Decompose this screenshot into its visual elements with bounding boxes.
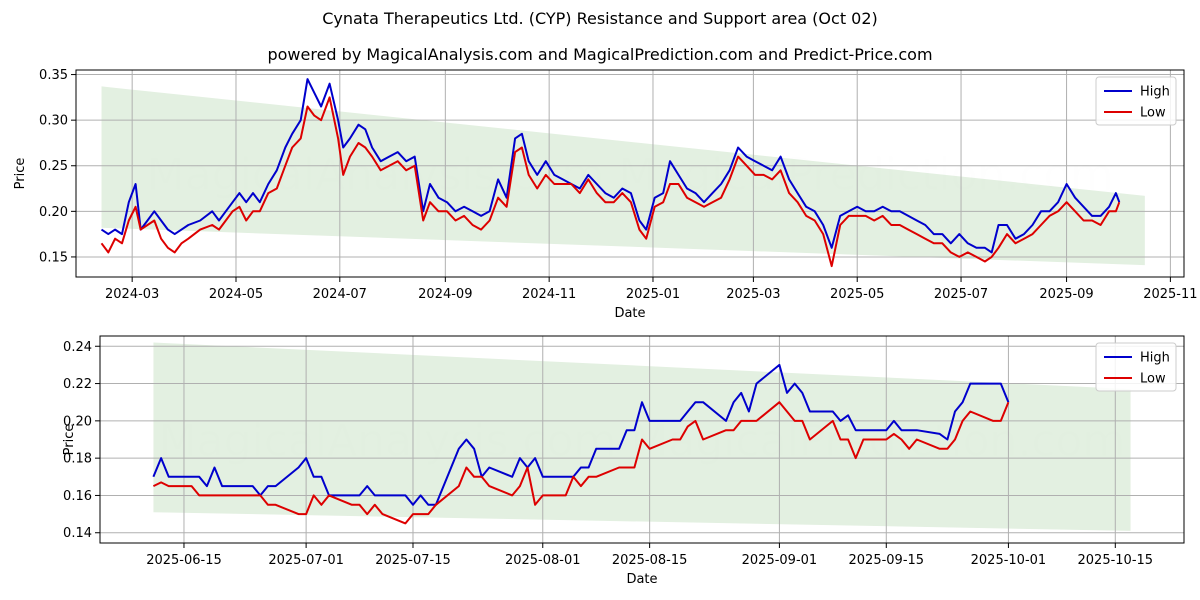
x-tick-label: 2025-08-01 — [505, 553, 581, 568]
series-line-high — [152, 363, 1010, 506]
x-tick-label: 2025-05 — [830, 287, 884, 302]
y-tick-label: 0.20 — [63, 414, 92, 429]
x-tick-label: 2024-05 — [209, 287, 263, 302]
x-tick-label: 2024-09 — [418, 287, 472, 302]
x-tick-label: 2025-09-01 — [742, 553, 818, 568]
chart-title: Cynata Therapeutics Ltd. (CYP) Resistanc… — [322, 9, 878, 28]
series-line-low — [100, 96, 1121, 268]
legend-label: Low — [1140, 106, 1166, 121]
x-tick-label: 2025-07-01 — [268, 553, 344, 568]
series-line-high — [100, 78, 1121, 254]
y-tick-label: 0.24 — [63, 340, 92, 355]
chart-subtitle: powered by MagicalAnalysis.com and Magic… — [267, 45, 933, 64]
y-tick-label: 0.35 — [39, 68, 68, 83]
x-tick-label: 2025-07 — [934, 287, 988, 302]
y-tick-label: 0.30 — [39, 114, 68, 129]
support-resistance-band — [101, 86, 1145, 266]
x-tick-label: 2025-03 — [726, 287, 780, 302]
x-tick-label: 2025-09 — [1039, 287, 1093, 302]
x-tick-label: 2025-06-15 — [146, 553, 222, 568]
plot-frame — [75, 69, 1185, 278]
x-tick-label: 2024-03 — [105, 287, 159, 302]
y-tick-label: 0.25 — [39, 159, 68, 174]
y-tick-label: 0.18 — [63, 452, 92, 467]
legend-label: High — [1140, 351, 1170, 366]
y-tick-label: 0.14 — [63, 526, 92, 541]
x-tick-label: 2025-09-15 — [849, 553, 925, 568]
y-axis-label: Price — [62, 424, 77, 456]
y-axis-label: Price — [13, 158, 28, 190]
x-tick-label: 2025-11 — [1143, 287, 1197, 302]
x-tick-label: 2025-10-15 — [1078, 553, 1154, 568]
x-axis-label: Date — [626, 572, 657, 587]
plot-frame — [99, 335, 1185, 544]
x-tick-label: 2024-11 — [522, 287, 576, 302]
x-tick-label: 2025-10-01 — [971, 553, 1047, 568]
y-tick-label: 0.15 — [39, 250, 68, 265]
x-tick-label: 2025-08-15 — [612, 553, 688, 568]
x-tick-label: 2024-07 — [313, 287, 367, 302]
legend-label: High — [1140, 85, 1170, 100]
x-axis-label: Date — [614, 306, 645, 321]
x-tick-label: 2025-07-15 — [375, 553, 451, 568]
y-tick-label: 0.20 — [39, 205, 68, 220]
series-line-low — [152, 401, 1010, 525]
y-tick-label: 0.22 — [63, 377, 92, 392]
y-tick-label: 0.16 — [63, 489, 92, 504]
legend-label: Low — [1140, 372, 1166, 387]
x-tick-label: 2025-01 — [626, 287, 680, 302]
